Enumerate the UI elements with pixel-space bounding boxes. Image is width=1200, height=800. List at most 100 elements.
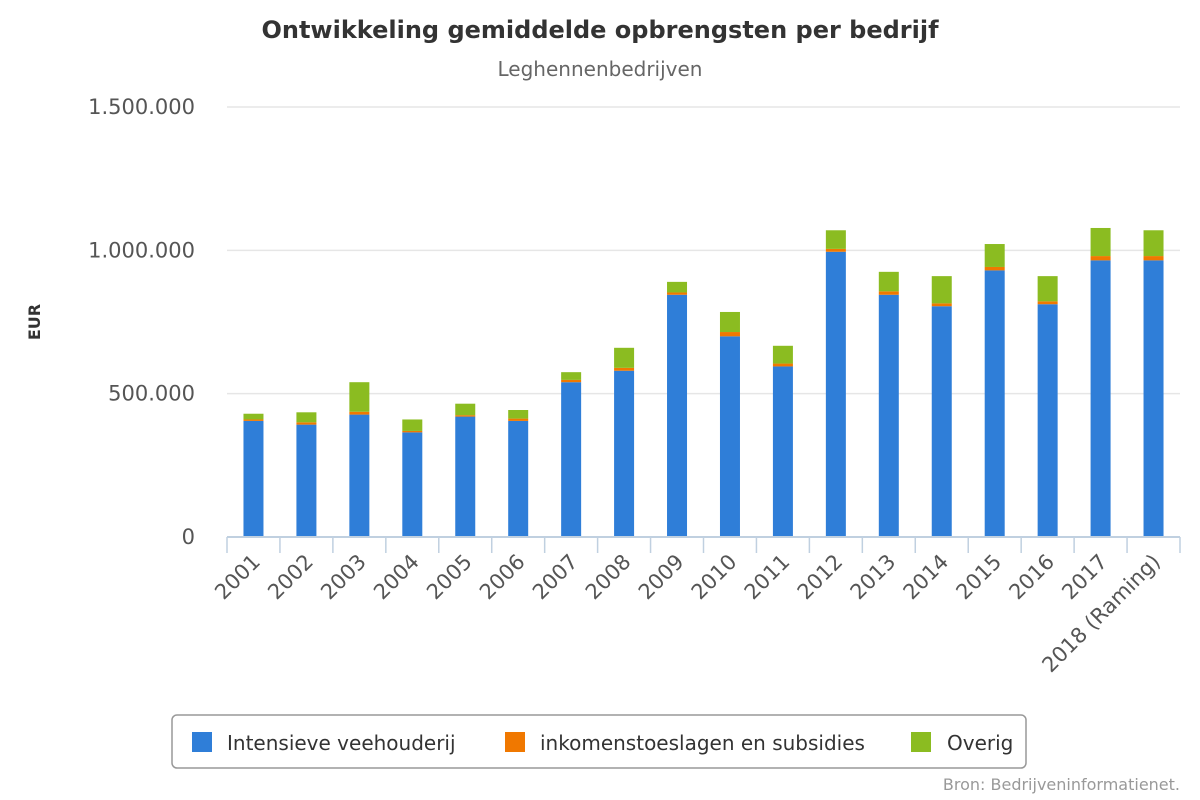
bar-stack-7[interactable] (614, 347, 635, 537)
bar-segment-series-2[interactable] (402, 419, 423, 431)
y-tick-label: 1.000.000 (88, 238, 195, 262)
bar-segment-series-2[interactable] (984, 244, 1005, 267)
bar-segment-series-2[interactable] (1090, 227, 1111, 257)
bar-segment-series-1[interactable] (402, 430, 423, 433)
bar-stack-13[interactable] (931, 276, 952, 537)
bar-segment-series-1[interactable] (1037, 301, 1058, 305)
bar-segment-series-2[interactable] (1037, 276, 1058, 302)
bar-segment-series-0[interactable] (1090, 260, 1111, 537)
bar-segment-series-1[interactable] (508, 418, 529, 421)
bar-segment-series-2[interactable] (508, 410, 529, 419)
bar-segment-series-1[interactable] (1143, 256, 1164, 261)
bar-stack-10[interactable] (772, 345, 793, 537)
bar-segment-series-1[interactable] (719, 332, 740, 337)
bar-segment-series-2[interactable] (931, 276, 952, 304)
bar-segment-series-2[interactable] (349, 382, 370, 412)
bar-segment-series-0[interactable] (1037, 304, 1058, 537)
bar-segment-series-0[interactable] (561, 382, 582, 537)
bar-stack-9[interactable] (719, 311, 740, 537)
credits[interactable]: Bron: Bedrijveninformatienet. (943, 775, 1180, 794)
x-tick-label: 2007 (528, 550, 583, 605)
legend-label: Intensieve veehouderij (227, 731, 456, 755)
bar-segment-series-2[interactable] (561, 372, 582, 380)
bar-segment-series-2[interactable] (455, 403, 476, 416)
chart-title: Ontwikkeling gemiddelde opbrengsten per … (261, 16, 939, 44)
bar-segment-series-2[interactable] (1143, 230, 1164, 257)
bar-segment-series-0[interactable] (772, 366, 793, 537)
x-tick-label: 2016 (1004, 550, 1059, 605)
x-tick-label: 2002 (263, 550, 318, 605)
bar-segment-series-2[interactable] (296, 412, 317, 423)
bar-stack-1[interactable] (296, 412, 317, 537)
bar-stack-11[interactable] (825, 230, 846, 537)
bar-stack-4[interactable] (455, 403, 476, 537)
bar-segment-series-2[interactable] (667, 281, 688, 293)
x-axis-ticks: 2001200220032004200520062007200820092010… (210, 550, 1165, 678)
bar-segment-series-1[interactable] (878, 291, 899, 295)
bar-segment-series-0[interactable] (349, 414, 370, 537)
x-tick-label: 2009 (634, 550, 689, 605)
bar-segment-series-1[interactable] (349, 411, 370, 415)
legend-item-intensieve-veehouderij[interactable]: Intensieve veehouderij (192, 731, 456, 755)
bar-stack-15[interactable] (1037, 276, 1058, 537)
legend-item-overig[interactable]: Overig (911, 731, 1013, 755)
y-axis-ticks: 0 500.000 1.000.000 1.500.000 (88, 95, 195, 549)
bar-stack-2[interactable] (349, 382, 370, 537)
bar-segment-series-1[interactable] (931, 303, 952, 307)
bar-segment-series-1[interactable] (561, 379, 582, 383)
bar-segment-series-1[interactable] (772, 363, 793, 367)
bar-segment-series-2[interactable] (719, 311, 740, 333)
bar-segment-series-0[interactable] (667, 294, 688, 537)
bar-segment-series-2[interactable] (772, 345, 793, 364)
bar-stack-8[interactable] (667, 281, 688, 537)
bar-stack-16[interactable] (1090, 227, 1111, 537)
bar-segment-series-1[interactable] (455, 415, 476, 417)
bar-stack-5[interactable] (508, 410, 529, 537)
bar-segment-series-0[interactable] (719, 336, 740, 537)
bar-segment-series-0[interactable] (296, 424, 317, 537)
bar-segment-series-1[interactable] (243, 419, 264, 421)
bar-stack-6[interactable] (561, 372, 582, 537)
legend-box (171, 714, 1027, 769)
bar-segment-series-1[interactable] (296, 422, 317, 425)
bar-segment-series-0[interactable] (243, 420, 264, 537)
y-tick-label: 500.000 (108, 382, 195, 406)
legend: Intensieve veehouderij inkomenstoeslagen… (171, 714, 1027, 769)
bar-stack-3[interactable] (402, 419, 423, 537)
bars (243, 227, 1164, 537)
x-tick-label: 2015 (951, 550, 1006, 605)
bar-segment-series-1[interactable] (825, 248, 846, 252)
bar-segment-series-0[interactable] (402, 432, 423, 537)
bar-stack-0[interactable] (243, 413, 264, 537)
bar-segment-series-2[interactable] (825, 230, 846, 249)
bar-segment-series-0[interactable] (455, 416, 476, 537)
bar-segment-series-0[interactable] (508, 420, 529, 537)
bar-segment-series-0[interactable] (825, 251, 846, 537)
x-tick-label: 2011 (740, 550, 795, 605)
x-tick-label: 2006 (475, 550, 530, 605)
chart-subtitle: Leghennenbedrijven (498, 57, 703, 81)
bar-segment-series-0[interactable] (878, 294, 899, 537)
legend-swatch (911, 732, 931, 752)
bar-stack-14[interactable] (984, 244, 1005, 537)
bar-segment-series-2[interactable] (614, 347, 635, 368)
bar-segment-series-0[interactable] (931, 306, 952, 537)
bar-segment-series-1[interactable] (614, 367, 635, 371)
bar-segment-series-1[interactable] (667, 292, 688, 295)
gridlines (227, 106, 1180, 395)
bar-segment-series-1[interactable] (984, 266, 1005, 271)
bar-segment-series-0[interactable] (1143, 260, 1164, 537)
bar-segment-series-1[interactable] (1090, 256, 1111, 261)
bar-segment-series-2[interactable] (243, 413, 264, 420)
x-tick-label: 2008 (581, 550, 636, 605)
legend-label: Overig (947, 731, 1013, 755)
legend-item-inkomenstoeslagen-en-subsidies[interactable]: inkomenstoeslagen en subsidies (505, 731, 865, 755)
x-tick-label: 2012 (793, 550, 848, 605)
x-tick-label: 2003 (316, 550, 371, 605)
bar-segment-series-2[interactable] (878, 271, 899, 292)
bar-segment-series-0[interactable] (614, 370, 635, 537)
bar-segment-series-0[interactable] (984, 270, 1005, 537)
bar-stack-17[interactable] (1143, 230, 1164, 537)
bar-stack-12[interactable] (878, 271, 899, 537)
